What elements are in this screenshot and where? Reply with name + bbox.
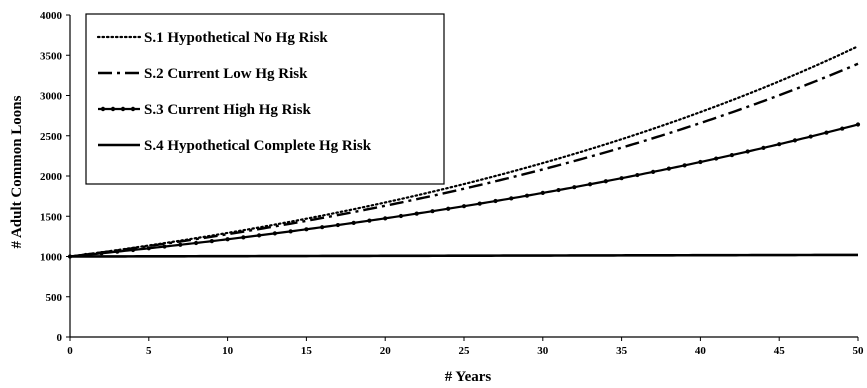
y-tick-label: 0 bbox=[57, 332, 63, 344]
series-marker-s3 bbox=[698, 159, 703, 165]
y-tick-label: 1000 bbox=[40, 252, 63, 264]
series-marker-s3 bbox=[414, 211, 419, 216]
series-marker-s3 bbox=[777, 142, 782, 147]
series-marker-s3 bbox=[272, 231, 277, 236]
legend-label-s1: S.1 Hypothetical No Hg Risk bbox=[144, 30, 328, 46]
x-tick-label: 0 bbox=[67, 345, 73, 357]
legend-marker-s3 bbox=[100, 106, 106, 112]
x-tick-label: 30 bbox=[537, 345, 549, 357]
x-tick-label: 15 bbox=[301, 345, 313, 357]
series-marker-s3 bbox=[320, 225, 325, 230]
y-tick-label: 2500 bbox=[40, 131, 63, 143]
series-marker-s3 bbox=[493, 198, 498, 204]
x-tick-label: 45 bbox=[774, 345, 786, 357]
series-marker-s3 bbox=[430, 209, 435, 214]
series-marker-s3 bbox=[146, 246, 151, 251]
y-tick-label: 1500 bbox=[40, 211, 63, 223]
series-marker-s3 bbox=[383, 216, 388, 221]
series-marker-s3 bbox=[398, 213, 404, 219]
series-marker-s3 bbox=[619, 176, 624, 181]
series-marker-s3 bbox=[556, 187, 561, 193]
legend-marker-s3 bbox=[130, 106, 136, 112]
series-marker-s3 bbox=[745, 149, 750, 154]
y-tick-label: 4000 bbox=[40, 10, 63, 22]
series-marker-s3 bbox=[241, 235, 246, 240]
series-marker-s3 bbox=[824, 130, 829, 135]
series-marker-s3 bbox=[115, 249, 120, 254]
series-marker-s3 bbox=[524, 193, 530, 198]
x-tick-label: 50 bbox=[853, 345, 865, 357]
series-marker-s3 bbox=[225, 237, 230, 242]
y-axis-ticks: 0 500 1000 1500 2000 2500 3000 3500 4000 bbox=[40, 10, 70, 344]
series-marker-s3 bbox=[540, 190, 545, 196]
series-marker-s3 bbox=[446, 206, 451, 211]
series-marker-s3 bbox=[351, 220, 356, 225]
series-marker-s3 bbox=[682, 163, 687, 168]
series-marker-s3 bbox=[651, 169, 656, 174]
series-marker-s3 bbox=[162, 244, 167, 249]
series-marker-s3 bbox=[367, 218, 372, 223]
series-marker-s3 bbox=[257, 233, 262, 238]
series-marker-s3 bbox=[335, 222, 341, 228]
x-axis-ticks: 0 5 10 15 20 25 30 35 40 45 50 bbox=[67, 337, 864, 357]
legend-label-s3: S.3 Current High Hg Risk bbox=[144, 102, 311, 118]
series-marker-s3 bbox=[477, 201, 482, 206]
series-line-s2 bbox=[69, 62, 859, 258]
series-marker-s3 bbox=[509, 196, 514, 201]
series-marker-s3 bbox=[666, 166, 671, 171]
x-tick-label: 5 bbox=[146, 345, 152, 357]
legend-marker-s3 bbox=[110, 106, 116, 112]
x-tick-label: 25 bbox=[459, 345, 471, 357]
series-marker-s3 bbox=[193, 240, 199, 246]
series-marker-s3 bbox=[178, 242, 183, 247]
series-marker-s3 bbox=[209, 239, 214, 244]
legend-label-s4: S.4 Hypothetical Complete Hg Risk bbox=[144, 138, 372, 154]
x-tick-label: 35 bbox=[616, 345, 628, 357]
series-marker-s3 bbox=[572, 185, 577, 190]
series-marker-s3 bbox=[761, 145, 766, 150]
y-tick-label: 2000 bbox=[40, 171, 63, 183]
series-line-s4 bbox=[69, 253, 859, 258]
series-marker-s3 bbox=[855, 122, 861, 127]
legend-label-s2: S.2 Current Low Hg Risk bbox=[144, 66, 308, 82]
series-marker-s3 bbox=[635, 172, 640, 178]
y-tick-label: 3000 bbox=[40, 91, 63, 103]
series-marker-s3 bbox=[808, 134, 813, 139]
series-marker-s3 bbox=[130, 247, 136, 253]
series-line-s1 bbox=[68, 45, 860, 258]
series-marker-s3 bbox=[603, 179, 608, 184]
series-marker-s3 bbox=[714, 156, 719, 161]
series-marker-s3 bbox=[304, 227, 309, 232]
series-marker-s3 bbox=[461, 204, 467, 209]
series-marker-s3 bbox=[99, 251, 104, 256]
x-tick-label: 40 bbox=[695, 345, 707, 357]
x-axis-title: # Years bbox=[445, 369, 492, 385]
series-marker-s3 bbox=[792, 138, 798, 143]
y-tick-label: 500 bbox=[46, 292, 63, 304]
legend-marker-s3 bbox=[120, 106, 126, 112]
series-marker-s3 bbox=[587, 182, 593, 187]
x-tick-label: 20 bbox=[380, 345, 392, 357]
x-tick-label: 10 bbox=[222, 345, 234, 357]
series-marker-s3 bbox=[840, 126, 845, 131]
legend: S.1 Hypothetical No Hg Risk S.2 Current L… bbox=[85, 13, 445, 185]
y-axis-title: # Adult Common Loons bbox=[9, 95, 25, 248]
plot-area bbox=[67, 45, 861, 259]
series-marker-s3 bbox=[288, 229, 293, 234]
series-marker-s3 bbox=[729, 152, 735, 158]
legend-box bbox=[85, 13, 445, 185]
y-tick-label: 3500 bbox=[40, 50, 63, 62]
